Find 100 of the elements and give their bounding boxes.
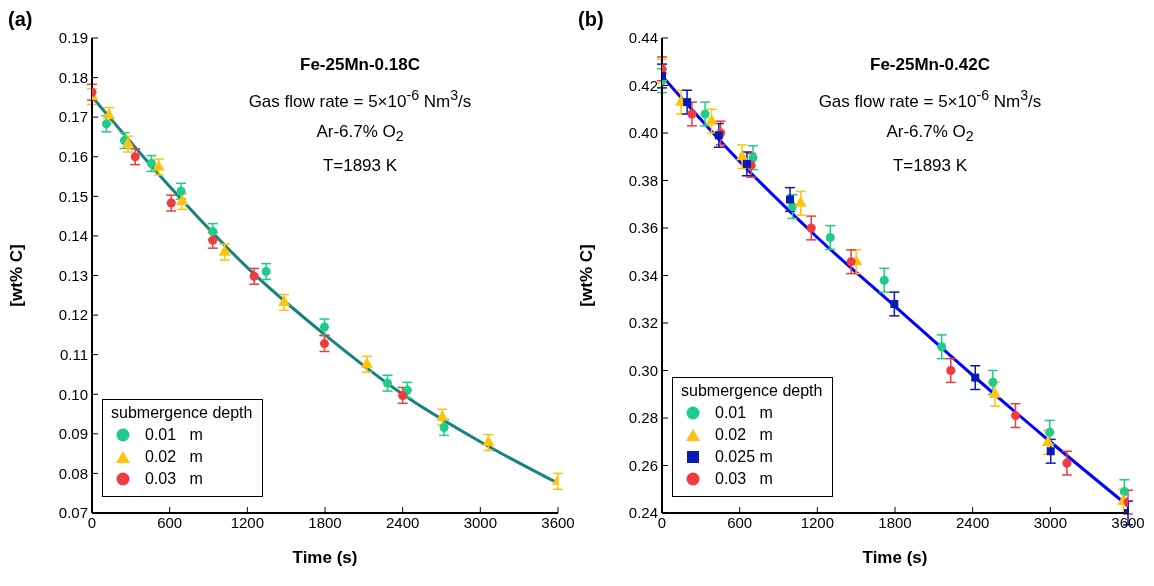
y-tick-label: 0.09 (58, 425, 88, 443)
legend-label: 0.03 m (715, 470, 773, 488)
legend-label: 0.025 m (715, 448, 773, 466)
legend-label: 0.03 m (145, 470, 203, 488)
legend-label: 0.02 m (145, 448, 203, 466)
point (1045, 427, 1055, 437)
y-tick-label: 0.08 (58, 464, 88, 482)
point (1119, 487, 1128, 497)
point (794, 196, 807, 207)
legend-title: submergence depth (681, 382, 823, 400)
y-tick-label: 0.32 (628, 314, 658, 332)
point (130, 152, 140, 162)
point (176, 194, 189, 205)
point (1046, 447, 1055, 456)
x-tick-label: 600 (157, 513, 183, 531)
point (1011, 411, 1021, 421)
y-tick-label: 0.17 (58, 108, 88, 126)
x-tick-label: 1800 (878, 513, 912, 531)
legend-label: 0.01 m (715, 404, 773, 422)
point (121, 137, 135, 148)
text: (a) (8, 8, 33, 31)
y-tick-label: 0.42 (628, 76, 658, 94)
point (102, 108, 116, 120)
y-tick-label: 0.15 (58, 187, 88, 205)
point (208, 227, 218, 237)
y-tick-label: 0.38 (628, 171, 658, 189)
y-tick-label: 0.12 (58, 306, 88, 324)
point (398, 390, 408, 400)
x-tick-label: 1800 (308, 513, 342, 531)
y-tick-label: 0.36 (628, 219, 658, 237)
point (146, 158, 156, 168)
y-tick-label: 0.34 (628, 266, 658, 284)
legend-label: 0.02 m (715, 426, 773, 444)
point (208, 235, 218, 245)
annotation: T=1893 K (891, 155, 969, 178)
y-tick-label: 0.14 (58, 227, 88, 245)
text: (b) (578, 8, 604, 31)
legend-title: submergence depth (111, 404, 253, 422)
y-tick-label: 0.18 (58, 68, 88, 86)
text: Fe-25Mn-0.42C (869, 54, 991, 76)
x-tick-label: 3000 (463, 513, 498, 531)
point (946, 365, 956, 376)
point (261, 267, 271, 277)
point (319, 339, 329, 349)
point (436, 410, 449, 421)
annotation: Gas flow rate = 5×10$^{-6}$ Nm$^{3}$/s (817, 86, 1043, 113)
x-tick-label: 0 (657, 513, 667, 531)
y-tick-label: 0.11 (59, 345, 88, 363)
y-tick-label: 0.19 (58, 29, 88, 47)
y-tick-label: 0.28 (628, 409, 658, 427)
y-axis-title: [wt% C] (7, 244, 27, 307)
point (683, 98, 692, 107)
point (482, 435, 495, 447)
annotation: Gas flow rate = 5×10$^{-6}$ Nm$^{3}$/s (247, 86, 473, 113)
y-tick-label: 0.07 (58, 504, 88, 522)
point (971, 373, 980, 382)
point (687, 109, 697, 119)
x-tick-label: 3600 (541, 513, 575, 531)
x-tick-label: 3600 (1111, 513, 1145, 531)
point (439, 422, 449, 433)
point (846, 257, 856, 267)
legend-label: 0.01 m (145, 426, 203, 444)
y-tick-label: 0.44 (628, 29, 658, 47)
point (825, 232, 835, 243)
point (736, 149, 749, 161)
point (152, 160, 165, 171)
y-axis-title: [wt% C] (577, 244, 597, 307)
point (890, 300, 899, 308)
point (278, 295, 291, 306)
point (360, 357, 374, 368)
annotation: Ar-6.7% O$_{2}$ (315, 120, 405, 147)
point (166, 198, 176, 208)
x-axis-title: Time (s) (292, 548, 358, 567)
x-tick-label: 3000 (1033, 513, 1068, 531)
point (101, 119, 111, 129)
point (1062, 458, 1072, 468)
point (1041, 435, 1054, 446)
point (705, 114, 718, 125)
point (249, 271, 259, 281)
point (937, 342, 947, 352)
y-tick-label: 0.24 (628, 504, 658, 522)
point (319, 322, 329, 332)
point (806, 223, 816, 233)
point (700, 109, 710, 119)
x-tick-label: 2400 (955, 513, 990, 531)
annotation: T=1893 K (321, 155, 399, 178)
y-tick-label: 0.13 (58, 266, 88, 284)
point (786, 195, 795, 204)
x-tick-label: 1200 (800, 513, 835, 531)
point (742, 159, 751, 168)
y-tick-label: 0.30 (628, 361, 658, 379)
x-tick-label: 0 (87, 513, 97, 531)
y-tick-label: 0.10 (58, 385, 88, 403)
x-tick-label: 600 (727, 513, 753, 531)
point (176, 186, 186, 196)
annotation: Ar-6.7% O$_{2}$ (885, 120, 975, 147)
y-tick-label: 0.26 (628, 456, 658, 474)
x-tick-label: 2400 (385, 513, 420, 531)
point (218, 245, 231, 256)
text: Fe-25Mn-0.18C (299, 54, 421, 76)
